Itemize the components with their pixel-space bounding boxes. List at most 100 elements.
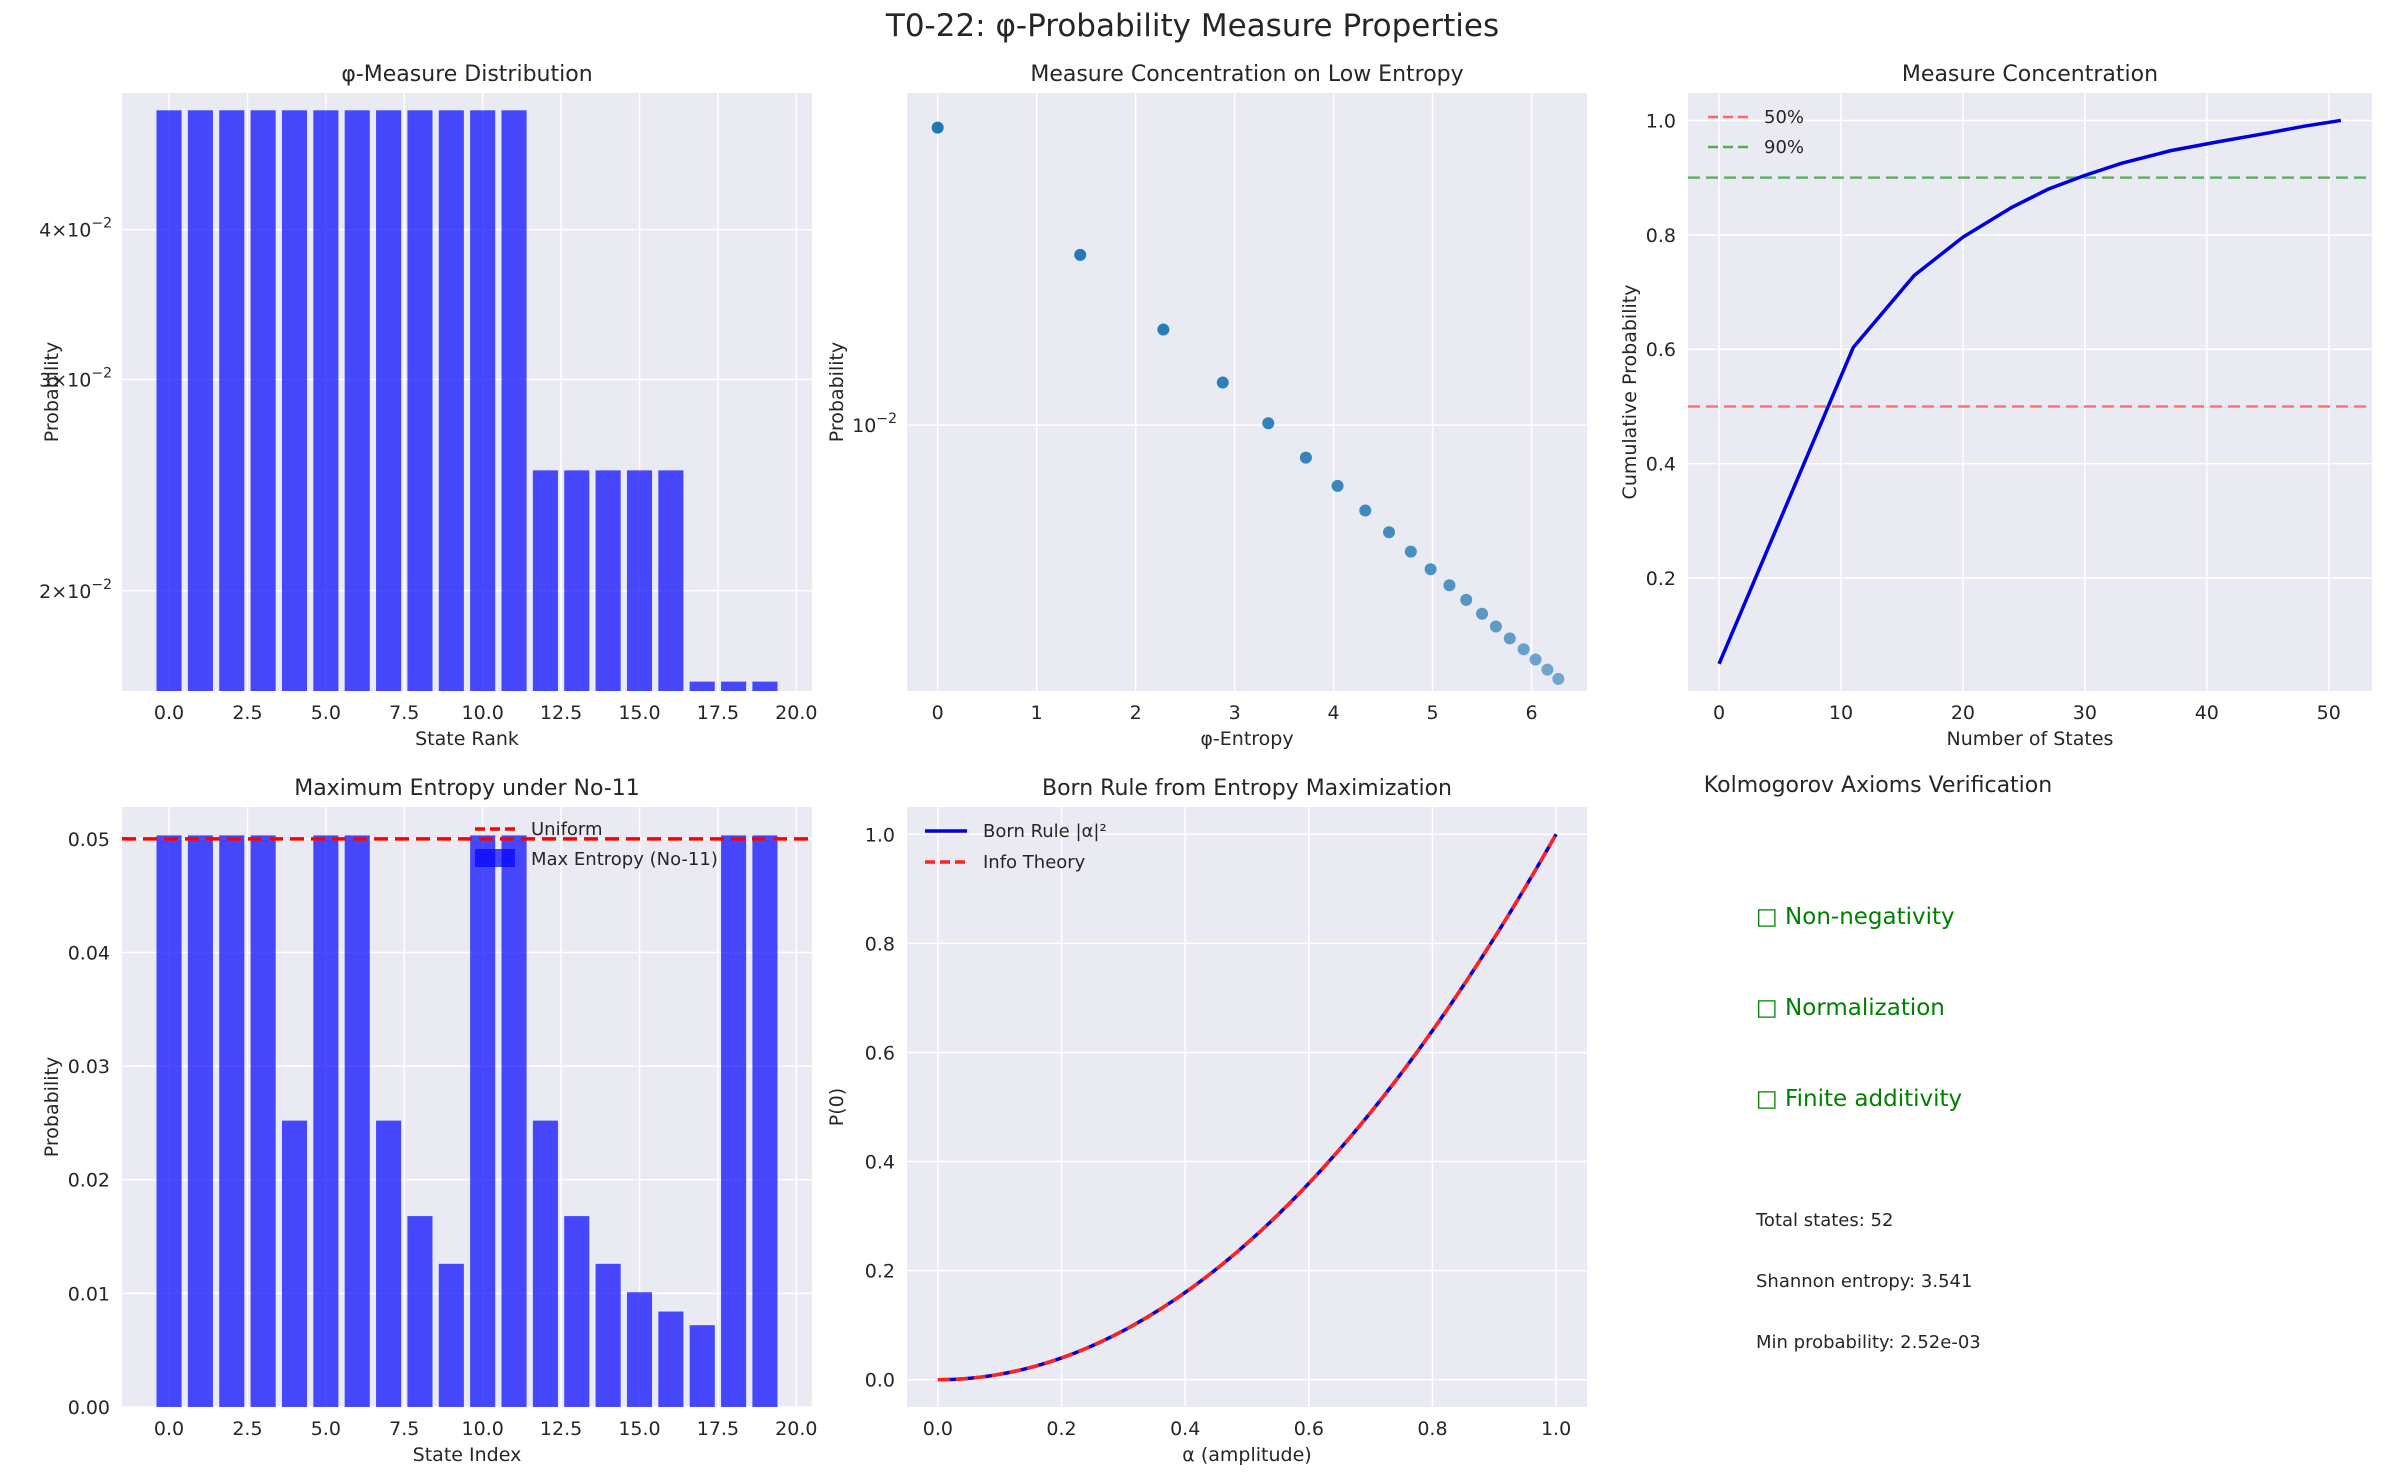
scatter-point	[1404, 545, 1417, 558]
bar	[595, 1263, 621, 1407]
x-tick-label: 40	[2195, 702, 2219, 724]
y-tick-label: 1.0	[1646, 110, 1676, 132]
panel-title: Measure Concentration	[1902, 62, 2158, 87]
panel-title: Maximum Entropy under No-11	[294, 776, 640, 801]
x-tick-label: 5	[1427, 702, 1439, 724]
x-tick-label: 12.5	[540, 1418, 582, 1440]
y-tick-label: 1.0	[865, 824, 895, 846]
y-axis-label: P(0)	[826, 1088, 848, 1126]
x-tick-label: 2	[1130, 702, 1142, 724]
bar	[689, 1325, 715, 1407]
bar	[721, 835, 747, 1407]
x-tick-label: 0.0	[923, 1418, 953, 1440]
bar	[470, 835, 496, 1407]
scatter-point	[1216, 376, 1229, 389]
y-axis-label: Probability	[826, 342, 848, 442]
scatter-point	[1359, 504, 1372, 517]
bar	[313, 110, 339, 691]
scatter-point	[1157, 323, 1170, 336]
x-tick-label: 12.5	[540, 702, 582, 724]
bar	[470, 110, 496, 691]
x-tick-label: 2.5	[232, 702, 262, 724]
bar	[752, 681, 778, 691]
x-tick-label: 5.0	[311, 1418, 341, 1440]
bar	[407, 1216, 433, 1407]
y-tick-label: 0.6	[1646, 339, 1676, 361]
x-tick-label: 0.0	[154, 702, 184, 724]
y-tick-label: 0.04	[68, 942, 110, 964]
y-tick-label: 0.01	[68, 1283, 110, 1305]
scatter-point	[931, 121, 944, 134]
x-tick-label: 20.0	[775, 1418, 817, 1440]
x-axis-label: State Rank	[415, 728, 519, 750]
bar	[626, 470, 653, 691]
y-tick-label: 0.05	[68, 829, 110, 851]
y-tick-label: 0.6	[865, 1042, 895, 1064]
legend-label: Max Entropy (No-11)	[531, 849, 718, 870]
y-tick-label: 0.4	[1646, 454, 1676, 476]
x-axis-label: Number of States	[1947, 728, 2114, 750]
panel-title: Kolmogorov Axioms Verification	[1704, 773, 2052, 798]
bar	[438, 110, 464, 691]
x-tick-label: 10	[1829, 702, 1853, 724]
scatter-point	[1529, 653, 1542, 666]
bar	[250, 835, 276, 1407]
x-tick-label: 0	[932, 702, 944, 724]
bar	[689, 681, 715, 691]
legend-label: Uniform	[531, 819, 603, 840]
scatter-point	[1262, 417, 1275, 430]
panel-2: Measure Concentration on Low Entropy φ-En…	[826, 62, 1587, 750]
scatter-point	[1383, 526, 1396, 539]
legend-label: 90%	[1764, 137, 1804, 158]
bar	[376, 110, 402, 691]
cumulative-line	[1717, 118, 2342, 665]
y-tick-label: 0.0	[865, 1370, 895, 1392]
bar	[532, 470, 558, 691]
panel-title: Born Rule from Entropy Maximization	[1042, 776, 1452, 801]
y-axis-label: Probability	[41, 342, 63, 442]
x-tick-label: 10.0	[462, 702, 504, 724]
panel-1: φ-Measure Distribution State Rank Probabil…	[39, 62, 817, 750]
x-tick-label: 20.0	[775, 702, 817, 724]
x-tick-label: 17.5	[697, 1418, 739, 1440]
bar	[187, 110, 213, 691]
bar	[658, 470, 684, 691]
bar	[344, 110, 370, 691]
plot-area	[907, 93, 1587, 691]
x-tick-label: 10.0	[462, 1418, 504, 1440]
x-tick-label: 5.0	[311, 702, 341, 724]
x-tick-label: 0.8	[1417, 1418, 1447, 1440]
bar	[658, 1311, 684, 1407]
bar	[156, 110, 182, 691]
info-theory-line	[937, 833, 1558, 1382]
bar	[564, 470, 590, 691]
panel-5: Born Rule from Entropy Maximization α (am…	[826, 776, 1587, 1466]
x-tick-label: 0.2	[1046, 1418, 1076, 1440]
plot-area	[907, 807, 1587, 1407]
x-axis-label: φ-Entropy	[1200, 728, 1293, 750]
x-axis-label: α (amplitude)	[1182, 1444, 1311, 1466]
scatter-point	[1074, 248, 1087, 261]
bar	[721, 681, 747, 691]
y-tick-label: 3×10−2	[39, 366, 112, 392]
y-tick-label: 0.00	[68, 1397, 110, 1419]
bar	[626, 1292, 653, 1407]
y-axis-label: Probability	[41, 1057, 63, 1157]
scatter-point	[1503, 632, 1516, 645]
x-tick-label: 6	[1526, 702, 1538, 724]
x-axis-label: State Index	[413, 1444, 522, 1466]
x-tick-label: 20	[1951, 702, 1975, 724]
panel-4: Maximum Entropy under No-11 State Index Pr…	[41, 776, 817, 1466]
legend-swatch	[475, 849, 515, 867]
scatter-point	[1476, 607, 1489, 620]
plot-area	[1688, 93, 2372, 691]
y-tick-label: 4×10−2	[39, 216, 112, 242]
scatter-point	[1541, 663, 1554, 676]
y-tick-label: 10−2	[852, 411, 897, 437]
y-tick-label: 0.4	[865, 1152, 895, 1174]
y-tick-label: 0.2	[865, 1261, 895, 1283]
bar	[281, 1120, 308, 1407]
scatter-point	[1460, 593, 1473, 606]
x-tick-label: 1	[1031, 702, 1043, 724]
y-tick-label: 0.8	[1646, 225, 1676, 247]
